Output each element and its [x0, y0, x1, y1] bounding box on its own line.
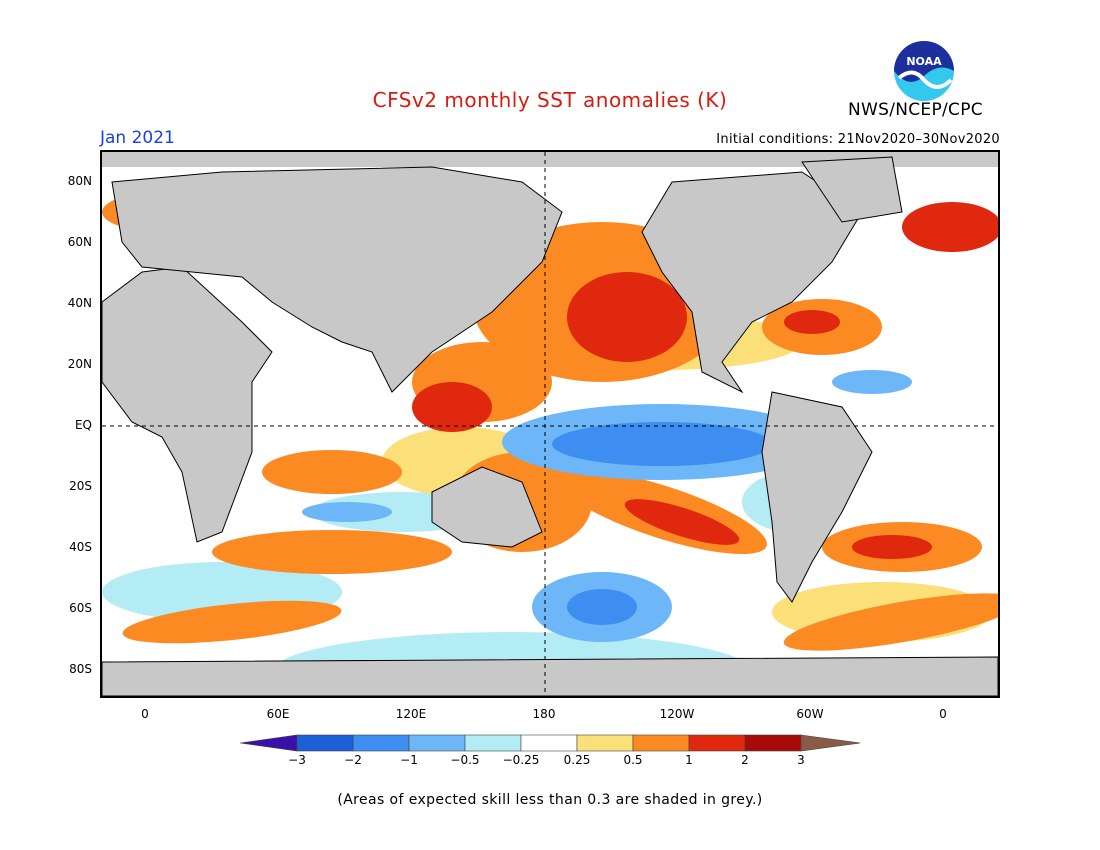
color-scale-cell [352, 734, 410, 752]
antarctica-shape [102, 656, 998, 696]
lon-label: 120W [659, 707, 695, 721]
sst-anomaly-map [100, 150, 1000, 698]
noaa-logo-icon: NOAA [894, 41, 954, 101]
eurasia-shape [111, 166, 563, 393]
lat-label: 20N [67, 357, 92, 371]
lon-label: 0 [939, 707, 947, 721]
lat-label: 60S [69, 601, 92, 615]
forecast-period: Jan 2021 [100, 128, 175, 148]
initial-conditions: Initial conditions: 21Nov2020–30Nov2020 [716, 132, 1000, 147]
map-canvas [102, 152, 998, 696]
south-america-shape [761, 391, 873, 603]
scale-label: 1 [685, 753, 693, 767]
color-scale-cell [296, 734, 354, 752]
lat-label: 20S [69, 479, 92, 493]
lon-label: 0 [141, 707, 149, 721]
scale-label: −2 [344, 753, 362, 767]
cool-anomaly-areas [302, 370, 912, 642]
lat-label: 60N [67, 235, 92, 249]
australia-shape [431, 466, 543, 548]
lat-label: EQ [74, 418, 92, 432]
lon-label: 180 [532, 707, 556, 721]
agency-label: NWS/NCEP/CPC [848, 100, 983, 120]
color-scale-cell [800, 734, 860, 752]
africa-shape [102, 266, 273, 543]
scale-label: 3 [797, 753, 805, 767]
scale-label: −1 [400, 753, 418, 767]
scale-label: −3 [288, 753, 306, 767]
scale-label: 0.5 [623, 753, 643, 767]
scale-label: 0.25 [563, 753, 591, 767]
scale-label: −0.25 [502, 753, 540, 767]
skill-footnote: (Areas of expected skill less than 0.3 a… [337, 792, 763, 808]
continents [102, 156, 998, 696]
color-scale-cell [240, 734, 298, 752]
lat-label: 80S [69, 662, 92, 676]
scale-label: 2 [741, 753, 749, 767]
color-scale-cell [688, 734, 746, 752]
color-scale-cell [520, 734, 578, 752]
greenland-shape [801, 156, 903, 223]
lon-label: 60E [266, 707, 290, 721]
color-scale-cell [576, 734, 634, 752]
lat-label: 40N [67, 296, 92, 310]
map-title: CFSv2 monthly SST anomalies (K) [372, 88, 728, 112]
logo-text: NOAA [906, 55, 942, 68]
color-scale-cell [632, 734, 690, 752]
color-scale-cell [744, 734, 802, 752]
lat-label: 80N [67, 174, 92, 188]
color-scale-cell [408, 734, 466, 752]
lat-label: 40S [69, 540, 92, 554]
lon-label: 60W [796, 707, 824, 721]
lon-label: 120E [395, 707, 427, 721]
scale-label: −0.5 [450, 753, 480, 767]
color-scale-bar [240, 734, 860, 752]
color-scale-cell [464, 734, 522, 752]
